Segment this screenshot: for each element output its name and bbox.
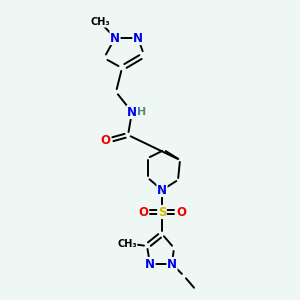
Text: N: N — [167, 257, 177, 271]
Text: N: N — [110, 32, 120, 44]
Text: O: O — [138, 206, 148, 218]
Text: O: O — [176, 206, 186, 218]
Text: N: N — [133, 32, 143, 44]
Text: N: N — [145, 257, 155, 271]
Text: N: N — [157, 184, 167, 196]
Text: CH₃: CH₃ — [90, 17, 110, 27]
Text: S: S — [158, 206, 166, 218]
Text: CH₃: CH₃ — [117, 239, 137, 249]
Text: N: N — [127, 106, 137, 118]
Text: H: H — [137, 107, 147, 117]
Text: O: O — [100, 134, 110, 146]
